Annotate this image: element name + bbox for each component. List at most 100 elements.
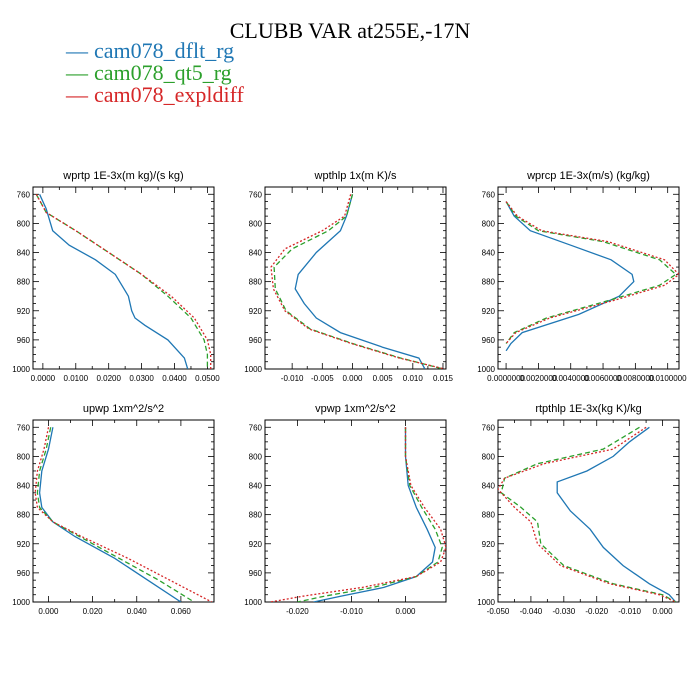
x-tick-label: 0.020 <box>83 607 104 616</box>
series-line-cam078_dflt_rg <box>39 194 189 369</box>
panel-frame <box>32 186 215 370</box>
series-line-cam078_dflt_rg <box>556 426 677 602</box>
x-tick-label: 0.0200 <box>96 374 121 383</box>
legend-line-icon: — <box>66 60 88 85</box>
y-tick-label: 1000 <box>244 598 262 607</box>
legend-label-expldiff: cam078_expldiff <box>94 82 244 107</box>
series-line-cam078_expldiff <box>498 426 676 602</box>
series-line-cam078_dflt_rg <box>313 427 436 602</box>
figure-title: CLUBB VAR at255E,-17N <box>229 18 471 43</box>
y-tick-label: 800 <box>482 452 496 461</box>
y-tick-label: 960 <box>17 336 31 345</box>
panel-title: upwp 1xm^2/s^2 <box>83 403 164 415</box>
y-tick-label: 800 <box>482 219 496 228</box>
panel-frame <box>497 419 680 603</box>
y-tick-label: 800 <box>17 452 31 461</box>
x-tick-label: 0.0400 <box>162 374 187 383</box>
y-tick-label: 760 <box>482 423 496 432</box>
series-line-cam078_qt5_rg <box>35 193 209 369</box>
y-tick-label: 920 <box>249 307 263 316</box>
panel-frame <box>497 186 680 370</box>
series-line-cam078_expldiff <box>270 427 446 602</box>
panel-title: wprcp 1E-3x(m/s) (kg/kg) <box>526 170 650 182</box>
chart-panel-1: wpthlp 1x(m K)/s 760 800 840 880 920 960 1000 -0… <box>244 170 453 383</box>
y-tick-label: 800 <box>249 219 263 228</box>
y-tick-label: 880 <box>249 511 263 520</box>
y-tick-label: 960 <box>17 569 31 578</box>
x-tick-label: 0.000 <box>342 374 363 383</box>
x-tick-label: -0.020 <box>286 607 309 616</box>
x-tick-label: 0.0000000 <box>487 374 525 383</box>
x-tick-label: -0.020 <box>585 607 608 616</box>
chart-panel-0: wprtp 1E-3x(m kg)/(s kg) 760 800 840 880 920 9… <box>12 170 220 383</box>
y-tick-label: 800 <box>17 219 31 228</box>
x-tick-label: -0.030 <box>552 607 575 616</box>
panel-frame <box>264 419 447 603</box>
y-tick-label: 840 <box>482 249 496 258</box>
x-tick-label: 0.000 <box>395 607 416 616</box>
x-tick-label: 0.0080000 <box>616 374 654 383</box>
panel-frame <box>264 186 447 370</box>
series-line-cam078_dflt_rg <box>38 427 182 602</box>
x-tick-label: 0.0500 <box>195 374 220 383</box>
series-line-cam078_dflt_rg <box>505 201 635 352</box>
series-line-cam078_expldiff <box>270 194 445 369</box>
series-line-cam078_qt5_rg <box>36 427 195 602</box>
legend-label-qt5: cam078_qt5_rg <box>94 60 232 85</box>
x-tick-label: -0.050 <box>487 607 510 616</box>
y-tick-label: 880 <box>249 278 263 287</box>
y-tick-label: 920 <box>17 307 31 316</box>
x-tick-label: 0.0100 <box>64 374 89 383</box>
series-line-cam078_expldiff <box>34 427 213 602</box>
y-tick-label: 920 <box>249 540 263 549</box>
x-tick-label: 0.000 <box>653 607 674 616</box>
panel-title: rtpthlp 1E-3x(kg K)/kg <box>535 403 641 415</box>
series-line-cam078_expldiff <box>35 193 212 369</box>
y-tick-label: 960 <box>249 336 263 345</box>
x-tick-label: 0.0020000 <box>519 374 557 383</box>
y-tick-label: 880 <box>482 511 496 520</box>
x-tick-label: 0.0100000 <box>649 374 687 383</box>
y-tick-label: 840 <box>482 482 496 491</box>
y-tick-label: 880 <box>17 511 31 520</box>
y-tick-label: 800 <box>249 452 263 461</box>
x-tick-label: -0.040 <box>520 607 543 616</box>
legend: — cam078_dflt_rg — cam078_qt5_rg — cam078_e… <box>66 40 244 106</box>
legend-item-qt5: — cam078_qt5_rg <box>66 62 244 84</box>
x-tick-label: 0.0040000 <box>552 374 590 383</box>
y-tick-label: 760 <box>17 423 31 432</box>
series-line-cam078_qt5_rg <box>273 194 444 369</box>
y-tick-label: 1000 <box>477 598 495 607</box>
chart-panel-4: vpwp 1xm^2/s^2 760 800 840 880 920 960 1000 -0.0… <box>244 403 447 616</box>
series-line-cam078_qt5_rg <box>297 427 443 602</box>
y-tick-label: 1000 <box>12 598 30 607</box>
x-tick-label: 0.015 <box>433 374 454 383</box>
series-line-cam078_qt5_rg <box>505 201 677 344</box>
y-tick-label: 840 <box>17 249 31 258</box>
y-tick-label: 760 <box>249 190 263 199</box>
legend-item-dflt: — cam078_dflt_rg <box>66 40 244 62</box>
legend-line-icon: — <box>66 38 88 63</box>
y-tick-label: 840 <box>249 482 263 491</box>
panel-frame <box>32 419 215 603</box>
y-tick-label: 920 <box>17 540 31 549</box>
x-tick-label: 0.000 <box>38 607 59 616</box>
x-tick-label: -0.005 <box>311 374 334 383</box>
panel-title: vpwp 1xm^2/s^2 <box>315 403 396 415</box>
x-tick-label: 0.0300 <box>129 374 154 383</box>
x-tick-label: 0.060 <box>171 607 192 616</box>
y-tick-label: 840 <box>17 482 31 491</box>
x-tick-label: 0.0000 <box>31 374 56 383</box>
y-tick-label: 960 <box>482 336 496 345</box>
series-line-cam078_dflt_rg <box>294 194 426 369</box>
y-tick-label: 840 <box>249 249 263 258</box>
y-tick-label: 960 <box>482 569 496 578</box>
y-tick-label: 880 <box>482 278 496 287</box>
legend-item-expldiff: — cam078_expldiff <box>66 84 244 106</box>
chart-panel-2: wprcp 1E-3x(m/s) (kg/kg) 760 800 840 880 920 9… <box>477 170 687 383</box>
y-tick-label: 960 <box>249 569 263 578</box>
x-tick-label: 0.005 <box>373 374 394 383</box>
x-tick-label: -0.010 <box>618 607 641 616</box>
legend-line-icon: — <box>66 82 88 107</box>
y-tick-label: 1000 <box>12 365 30 374</box>
